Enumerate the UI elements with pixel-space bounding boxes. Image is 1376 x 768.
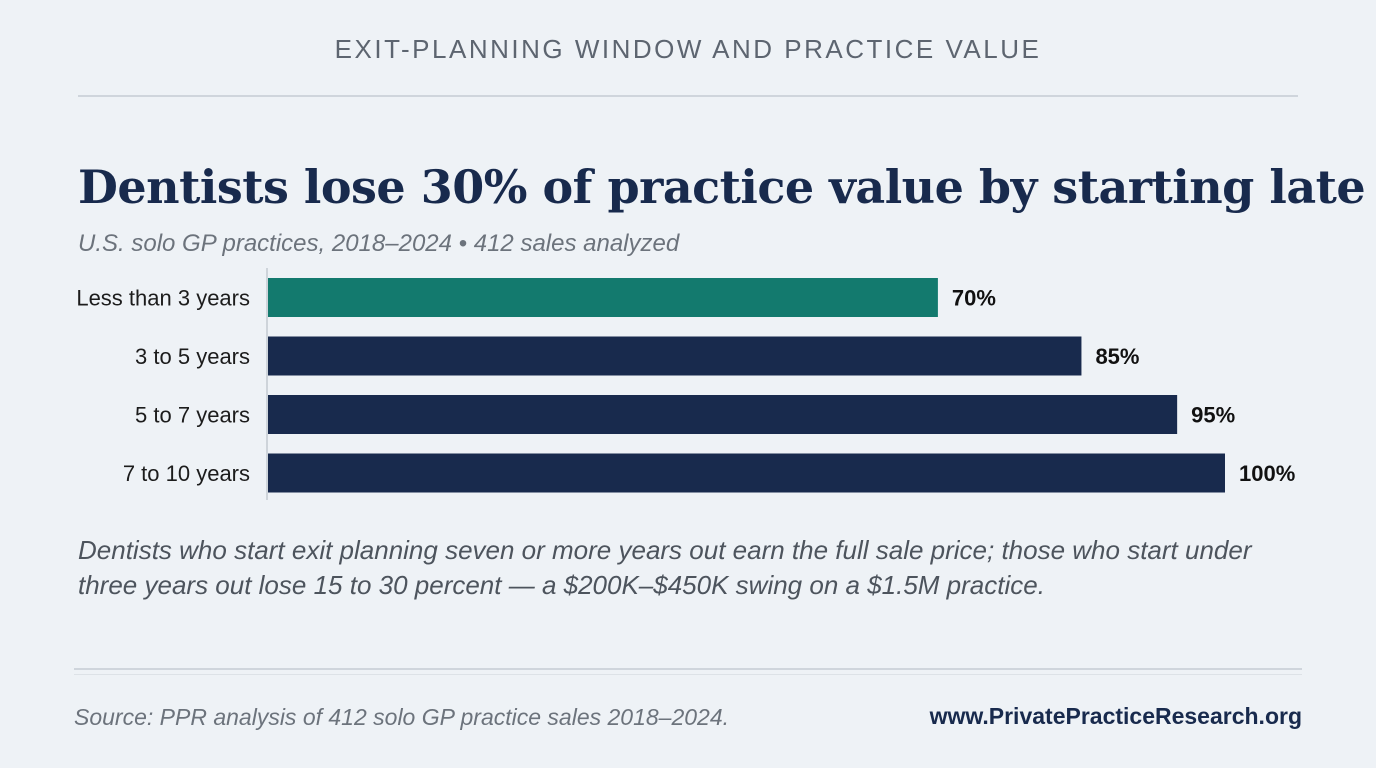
bottom-divider: [74, 668, 1302, 670]
takeaway-text: Dentists who start exit planning seven o…: [78, 535, 1252, 600]
category-label-3-to-5-years: 3 to 5 years: [135, 344, 250, 369]
value-label-less-than-3-years: 70%: [952, 286, 996, 311]
website-link[interactable]: www.PrivatePracticeResearch.org: [929, 703, 1302, 729]
source-note: Source: PPR analysis of 412 solo GP prac…: [74, 704, 730, 730]
value-label-7-to-10-years: 100%: [1239, 461, 1295, 486]
bar-7-to-10-years: [268, 453, 1225, 493]
category-label-5-to-7-years: 5 to 7 years: [135, 403, 250, 428]
top-divider: [78, 95, 1298, 97]
bar-less-than-3-years: [268, 278, 938, 317]
bottom-divider-thin: [74, 674, 1302, 675]
bar-chart: Less than 3 years 70% 3 to 5 years 85% 5 to …: [76, 268, 1295, 500]
bar-3-to-5-years: [268, 336, 1082, 376]
category-label-7-to-10-years: 7 to 10 years: [123, 461, 250, 486]
value-label-5-to-7-years: 95%: [1191, 403, 1235, 428]
category-label-less-than-3-years: Less than 3 years: [76, 286, 250, 311]
value-label-3-to-5-years: 85%: [1095, 344, 1139, 369]
chart-headline: Dentists lose 30% of practice value by s…: [78, 160, 1366, 214]
chart-subtitle: U.S. solo GP practices, 2018–2024 • 412 …: [78, 230, 680, 257]
kicker: EXIT-PLANNING WINDOW AND PRACTICE VALUE: [334, 34, 1042, 64]
bars-group: Less than 3 years 70% 3 to 5 years 85% 5 to …: [76, 278, 1295, 493]
bar-5-to-7-years: [268, 395, 1178, 434]
